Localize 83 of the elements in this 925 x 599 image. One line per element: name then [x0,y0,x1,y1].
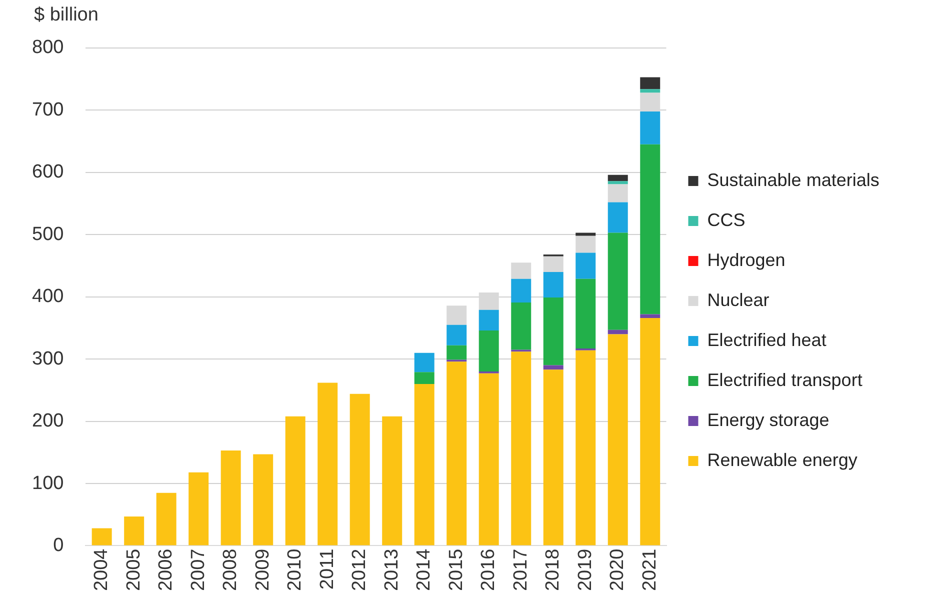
bar [576,236,596,253]
bar [446,362,467,546]
bar [414,384,434,546]
x-tick-label: 2010 [284,548,306,592]
x-tick-label: 2015 [446,548,467,592]
bar [124,516,144,546]
bar [414,352,434,372]
bar [446,345,467,360]
x-tick-label: 2019 [574,548,596,592]
x-tick-label: 2011 [316,548,338,590]
bar [511,352,532,546]
bar [285,416,306,546]
bar [640,314,660,318]
bar [156,492,176,546]
bar [511,262,532,279]
bar [576,252,596,279]
y-tick-label: 300 [32,348,64,370]
bar [446,324,467,346]
bar [478,330,499,372]
bar [543,297,564,366]
bar [253,454,274,546]
legend-label: Renewable energy [707,450,858,470]
x-tick-label: 2021 [639,548,660,592]
bar [640,318,660,546]
x-tick-label: 2007 [188,548,209,592]
bar [608,174,628,182]
bar [576,278,596,349]
x-tick-label: 2020 [607,548,628,592]
x-tick-label: 2009 [252,548,274,592]
legend-label: CCS [707,210,746,230]
legend-label: Electrified heat [707,330,826,350]
bar [608,181,628,184]
bar [543,365,564,370]
bar [608,330,628,334]
bar [543,256,564,272]
y-tick-label: 600 [32,162,64,183]
y-tick-label: 400 [32,286,64,308]
legend-label: Energy storage [707,410,830,430]
y-axis-title: $ billion [34,4,98,26]
legend-label: Electrified transport [707,370,862,390]
x-tick-label: 2006 [156,548,177,592]
bar [446,306,467,325]
bar [414,372,434,384]
bar [382,416,402,546]
y-tick-label: 800 [32,37,64,58]
bar [92,528,112,546]
y-tick-label: 200 [32,410,64,432]
legend-label: Sustainable materials [707,170,880,190]
bar [608,202,628,233]
bar [543,370,564,546]
y-tick-label: 500 [32,224,64,245]
bar [318,382,338,546]
bar [640,111,660,144]
bar [478,310,499,330]
bar [511,302,532,350]
bar [576,232,596,236]
bar [608,232,628,330]
bar [543,272,564,298]
x-tick-label: 2017 [510,548,532,592]
bar [511,278,532,302]
bar [188,472,209,546]
bar [608,334,628,546]
bar [640,89,660,93]
x-tick-label: 2014 [414,548,435,592]
bar [576,350,596,546]
x-tick-label: 2018 [542,548,564,592]
y-tick-label: 100 [32,472,64,494]
x-tick-label: 2008 [220,548,242,592]
x-tick-label: 2013 [381,548,402,592]
y-tick-label: 0 [53,534,64,556]
x-tick-label: 2004 [91,548,112,592]
bar [478,373,499,546]
x-tick-label: 2012 [349,548,370,592]
bar [220,450,241,546]
bar [640,77,660,90]
bar [640,144,660,314]
legend-label: Nuclear [707,290,770,310]
x-tick-label: 2005 [123,548,144,592]
x-tick-label: 2016 [478,548,500,592]
legend-label: Hydrogen [707,250,786,270]
y-tick-label: 700 [32,99,64,120]
bar [350,394,370,546]
bar [608,184,628,202]
